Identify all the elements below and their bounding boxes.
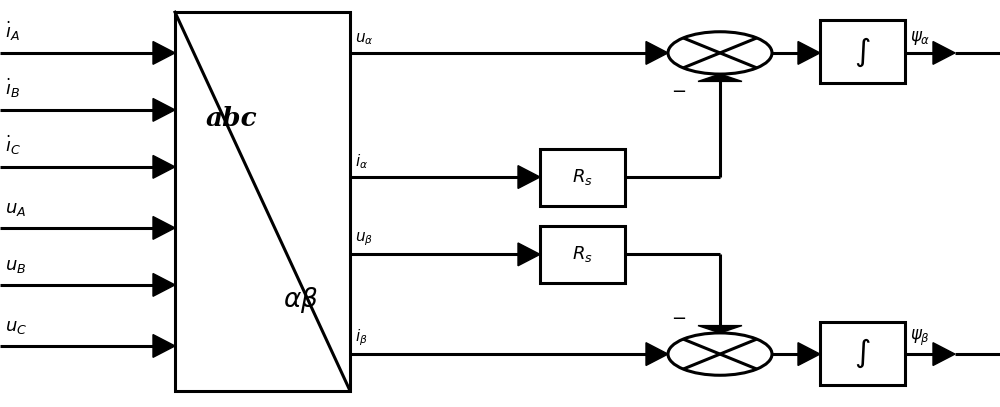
- Polygon shape: [153, 98, 175, 121]
- Text: $i_{\alpha}$: $i_{\alpha}$: [355, 152, 368, 171]
- Polygon shape: [518, 243, 540, 266]
- Text: $u_{\alpha}$: $u_{\alpha}$: [355, 31, 374, 47]
- Text: $\int$: $\int$: [854, 35, 871, 68]
- Bar: [175, 12, 350, 391]
- Text: $\alpha\beta$: $\alpha\beta$: [283, 285, 319, 315]
- Polygon shape: [646, 42, 668, 64]
- Bar: [540, 226, 625, 283]
- Text: $u_A$: $u_A$: [5, 200, 26, 218]
- Polygon shape: [518, 166, 540, 188]
- Bar: [820, 20, 905, 83]
- Polygon shape: [153, 42, 175, 64]
- Polygon shape: [798, 42, 820, 64]
- Text: $\int$: $\int$: [854, 337, 871, 370]
- Bar: [820, 322, 905, 385]
- Text: $R_s$: $R_s$: [572, 244, 593, 265]
- Polygon shape: [153, 335, 175, 357]
- Polygon shape: [933, 42, 955, 64]
- Polygon shape: [698, 326, 742, 333]
- Text: $-$: $-$: [671, 308, 686, 326]
- Text: $\dot{\imath}_C$: $\dot{\imath}_C$: [5, 133, 21, 157]
- Polygon shape: [698, 74, 742, 81]
- Text: $u_C$: $u_C$: [5, 318, 27, 336]
- Text: $u_B$: $u_B$: [5, 257, 26, 275]
- Bar: [540, 149, 625, 206]
- Text: $\dot{\imath}_A$: $\dot{\imath}_A$: [5, 20, 20, 43]
- Polygon shape: [153, 274, 175, 296]
- Polygon shape: [933, 343, 955, 365]
- Text: abc: abc: [205, 106, 257, 131]
- Text: $i_{\beta}$: $i_{\beta}$: [355, 327, 368, 348]
- Text: $\psi_{\beta}$: $\psi_{\beta}$: [910, 328, 930, 348]
- Polygon shape: [153, 217, 175, 239]
- Text: $\psi_{\alpha}$: $\psi_{\alpha}$: [910, 29, 930, 47]
- Polygon shape: [798, 343, 820, 365]
- Text: $-$: $-$: [671, 81, 686, 99]
- Text: $u_{\beta}$: $u_{\beta}$: [355, 231, 373, 248]
- Polygon shape: [153, 155, 175, 178]
- Polygon shape: [646, 343, 668, 365]
- Text: $\dot{\imath}_B$: $\dot{\imath}_B$: [5, 77, 20, 100]
- Text: $R_s$: $R_s$: [572, 167, 593, 187]
